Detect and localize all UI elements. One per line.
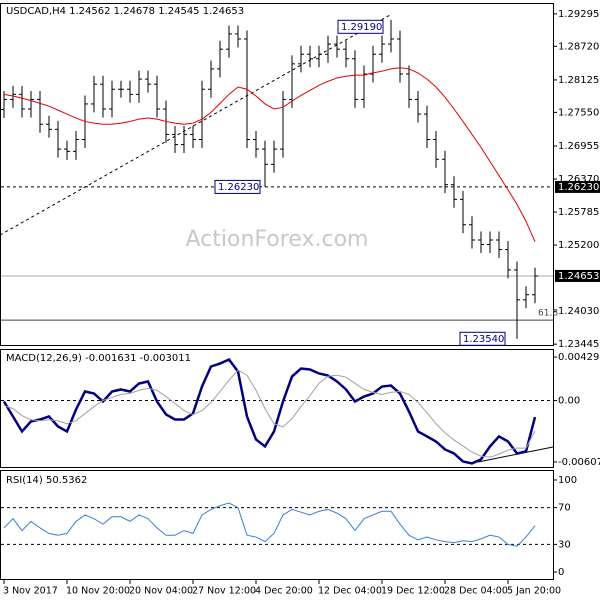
y-tick-label: 1.27550 bbox=[558, 107, 599, 118]
y-tick-label: 0 bbox=[558, 567, 564, 578]
watermark: ActionForex.com bbox=[186, 227, 369, 252]
annotation-box bbox=[214, 179, 261, 194]
x-tick-label: 10 Nov 20:00 bbox=[66, 586, 130, 597]
y-tick-label: 1.28720 bbox=[558, 41, 599, 52]
annotation-label: 1.26230 bbox=[218, 182, 259, 193]
price-title: USDCAD,H4 1.24562 1.24678 1.24545 1.2465… bbox=[6, 6, 244, 17]
y-tick-label: 1.25785 bbox=[558, 207, 599, 218]
trend-line bbox=[0, 14, 391, 236]
x-tick-label: 4 Dec 20:00 bbox=[255, 586, 313, 597]
y-tick-label: 0.004297 bbox=[558, 352, 600, 363]
x-tick-label: 28 Dec 04:00 bbox=[444, 586, 508, 597]
y-tick-label: 1.29295 bbox=[558, 9, 599, 20]
y-tick-label: 70 bbox=[558, 503, 571, 514]
x-tick-label: 5 Jan 20:00 bbox=[507, 586, 561, 597]
y-tick-label: 1.25200 bbox=[558, 240, 599, 251]
y-tick-label: 100 bbox=[558, 475, 577, 486]
level-axis-label: 1.24653 bbox=[558, 271, 599, 282]
x-tick-label: 27 Nov 12:00 bbox=[192, 586, 256, 597]
annotation-box bbox=[459, 331, 506, 346]
series-line bbox=[3, 369, 536, 458]
annotation-box bbox=[337, 19, 384, 34]
y-tick-label: 1.23445 bbox=[558, 339, 599, 350]
y-tick-label: 1.28125 bbox=[558, 75, 599, 86]
series-line bbox=[3, 502, 536, 547]
rsi-panel-frame bbox=[0, 470, 554, 580]
y-tick-label: 30 bbox=[558, 539, 571, 550]
level-axis-box bbox=[555, 269, 600, 282]
y-tick-label: 1.26370 bbox=[558, 174, 599, 185]
series-line bbox=[2, 357, 537, 465]
level-axis-label: 1.26230 bbox=[558, 182, 599, 193]
macd-panel-frame bbox=[0, 349, 554, 468]
y-tick-label: 0.00 bbox=[558, 395, 580, 406]
rsi-title: RSI(14) 50.5362 bbox=[6, 475, 87, 486]
x-tick-label: 20 Nov 04:00 bbox=[129, 586, 193, 597]
macd-support-line bbox=[477, 446, 554, 463]
fib-label: 61.8 bbox=[538, 309, 558, 319]
annotation-label: 1.29190 bbox=[341, 22, 382, 33]
y-tick-label: 1.26955 bbox=[558, 141, 599, 152]
series-line bbox=[3, 67, 536, 242]
annotation-label: 1.23540 bbox=[463, 334, 504, 345]
y-tick-label: 1.24030 bbox=[558, 306, 599, 317]
price-panel-frame bbox=[0, 3, 554, 346]
x-tick-label: 3 Nov 2017 bbox=[3, 586, 58, 597]
x-tick-label: 12 Dec 04:00 bbox=[318, 586, 382, 597]
macd-title: MACD(12,26,9) -0.001631 -0.003011 bbox=[6, 353, 191, 364]
level-axis-box bbox=[555, 180, 600, 193]
x-tick-label: 19 Dec 12:00 bbox=[381, 586, 445, 597]
